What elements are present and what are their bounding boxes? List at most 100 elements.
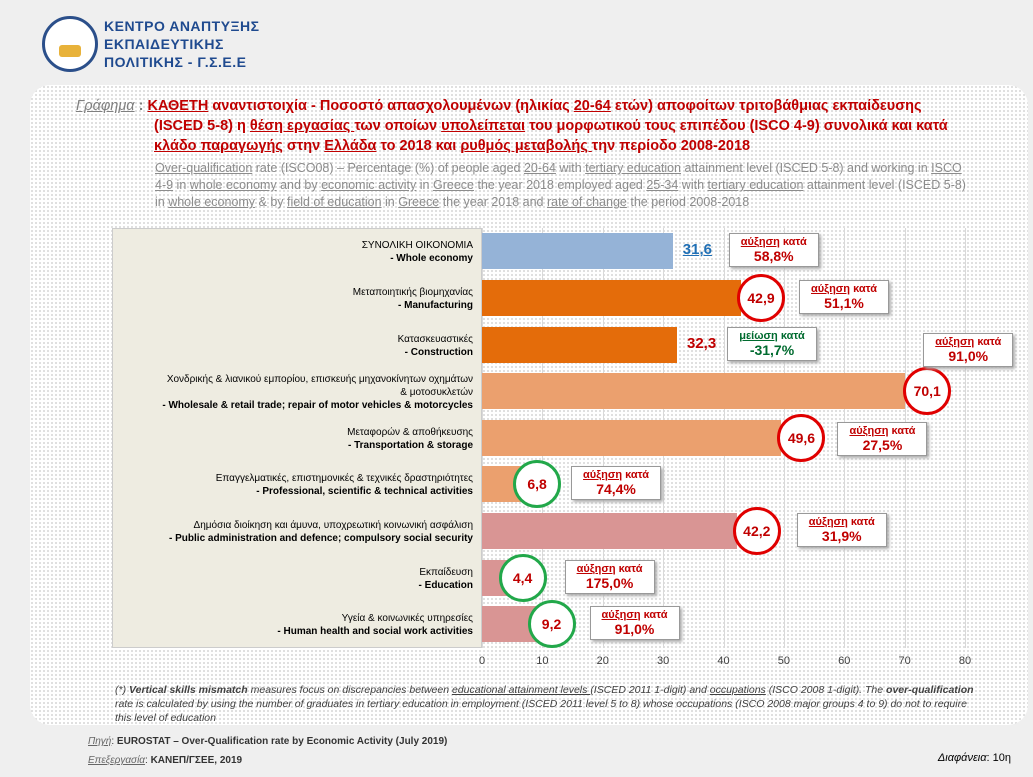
change-direction: αύξηση κατά bbox=[572, 563, 648, 575]
change-by: κατά bbox=[853, 282, 877, 295]
change-box: αύξηση κατά 31,9% bbox=[796, 512, 887, 547]
change-word: αύξηση bbox=[935, 336, 975, 349]
x-tick-label: 40 bbox=[717, 655, 730, 667]
value-circle: 9,2 bbox=[527, 600, 576, 649]
change-word: αύξηση bbox=[583, 469, 623, 482]
change-direction: αύξηση κατά bbox=[804, 516, 880, 528]
slide-number: Διαφάνεια: 10η bbox=[937, 752, 1011, 764]
change-value: 58,8% bbox=[753, 248, 794, 265]
change-word: μείωση bbox=[739, 329, 778, 342]
category-label-line: Επαγγελματικές, επιστημονικές & τεχνικές… bbox=[215, 473, 473, 485]
category-label: ΣΥΝΟΛΙΚΗ ΟΙΚΟΝΟΜΙΑ - Whole economy bbox=[113, 239, 473, 265]
change-box: αύξηση κατά 27,5% bbox=[837, 421, 928, 456]
category-label-line: Μεταφορών & αποθήκευσης bbox=[347, 426, 473, 438]
value-circle: 6,8 bbox=[513, 460, 562, 509]
change-value: 91,0% bbox=[948, 348, 989, 365]
change-by: κατά bbox=[618, 562, 643, 575]
change-word: αύξηση bbox=[601, 609, 641, 622]
bar bbox=[482, 326, 677, 363]
category-label-line: - Whole economy bbox=[390, 253, 473, 265]
change-value: 74,4% bbox=[596, 481, 636, 498]
category-label-line: Δημόσια διοίκηση και άμυνα, υποχρεωτική … bbox=[193, 519, 473, 531]
category-label-line: ΣΥΝΟΛΙΚΗ ΟΙΚΟΝΟΜΙΑ bbox=[361, 240, 473, 252]
change-direction: αύξηση κατά bbox=[844, 425, 920, 437]
category-label-line: - Construction bbox=[404, 346, 473, 358]
change-direction: αύξηση κατά bbox=[930, 336, 1006, 348]
seal-icon bbox=[42, 16, 98, 72]
category-label-line: Χονδρικής & λιανικού εμπορίου, επισκευής… bbox=[166, 373, 473, 385]
category-label-line: Υγεία & κοινωνικές υπηρεσίες bbox=[341, 613, 473, 625]
footnote: (*) Vertical skills mismatch measures fo… bbox=[115, 684, 974, 724]
change-box: μείωση κατά -31,7% bbox=[727, 326, 817, 361]
value-circle: 49,6 bbox=[777, 413, 826, 462]
logo-line: ΚΕΝΤΡΟ ΑΝΑΠΤΥΞΗΣ bbox=[104, 18, 260, 34]
category-label-line: - Wholesale & retail trade; repair of mo… bbox=[162, 399, 473, 411]
category-label: Εκπαίδευση - Education bbox=[113, 566, 473, 592]
change-by: κατά bbox=[850, 515, 875, 528]
category-label: Υγεία & κοινωνικές υπηρεσίες - Human heal… bbox=[113, 612, 473, 638]
category-label-line: - Manufacturing bbox=[398, 299, 473, 311]
category-label: Μεταφορών & αποθήκευσης - Transportation … bbox=[113, 426, 473, 452]
value-circle: 42,9 bbox=[737, 273, 785, 322]
category-label-line: Κατασκευαστικές bbox=[397, 333, 473, 345]
change-by: κατά bbox=[891, 424, 916, 437]
change-value: 31,9% bbox=[821, 527, 862, 544]
change-word: αύξηση bbox=[811, 282, 851, 295]
data-label: 32,3 bbox=[687, 334, 717, 352]
data-label: 6,8 bbox=[527, 476, 547, 493]
x-tick-label: 80 bbox=[958, 655, 972, 667]
change-box: αύξηση κατά 74,4% bbox=[571, 466, 662, 501]
x-tick-label: 60 bbox=[838, 655, 851, 667]
x-tick-label: 30 bbox=[657, 655, 670, 667]
category-label: Επαγγελματικές, επιστημονικές & τεχνικές… bbox=[113, 472, 473, 498]
change-box: αύξηση κατά 91,0% bbox=[589, 606, 680, 641]
category-label-line: - Human health and social work activitie… bbox=[277, 626, 473, 638]
change-box: αύξηση κατά 91,0% bbox=[923, 333, 1014, 368]
change-direction: αύξηση κατά bbox=[578, 469, 654, 481]
category-label-line: & μοτοσυκλετών bbox=[400, 386, 473, 398]
category-labels: ΣΥΝΟΛΙΚΗ ΟΙΚΟΝΟΜΙΑ - Whole economy Μεταποι… bbox=[112, 228, 482, 648]
change-word: αύξηση bbox=[808, 515, 848, 528]
data-label: 42,2 bbox=[743, 522, 771, 539]
category-label-line: Εκπαίδευση bbox=[419, 566, 473, 578]
change-word: αύξηση bbox=[740, 236, 780, 249]
category-label: Χονδρικής & λιανικού εμπορίου, επισκευής… bbox=[113, 373, 473, 412]
change-value: -31,7% bbox=[749, 341, 795, 358]
data-label: 49,6 bbox=[787, 429, 816, 446]
bar bbox=[482, 373, 906, 410]
change-by: κατά bbox=[780, 329, 805, 342]
data-label: 9,2 bbox=[541, 616, 562, 633]
source: Πηγή: EUROSTAT – Over-Qualification rate… bbox=[88, 736, 448, 747]
change-value: 27,5% bbox=[862, 436, 903, 453]
chart-subtitle: Over-qualification rate (ISCO08) – Perce… bbox=[155, 161, 966, 209]
category-label: Κατασκευαστικές - Construction bbox=[113, 333, 473, 359]
change-direction: μείωση κατά bbox=[734, 330, 810, 342]
bar bbox=[482, 233, 673, 270]
category-label: Μεταποιητικής βιομηχανίας - Manufacturing bbox=[113, 286, 473, 312]
change-box: αύξηση κατά 58,8% bbox=[728, 233, 819, 268]
logo-line: ΕΚΠΑΙΔΕΥΤΙΚΗΣ bbox=[104, 36, 224, 52]
change-direction: αύξηση κατά bbox=[597, 609, 673, 621]
x-tick-label: 0 bbox=[478, 655, 486, 667]
change-by: κατά bbox=[977, 336, 1002, 349]
category-label: Δημόσια διοίκηση και άμυνα, υποχρεωτική … bbox=[113, 519, 473, 545]
change-direction: αύξηση κατά bbox=[736, 236, 812, 248]
change-box: αύξηση κατά 175,0% bbox=[564, 559, 655, 594]
gridline bbox=[965, 228, 966, 648]
category-label-line: - Professional, scientific & technical a… bbox=[256, 486, 473, 498]
category-label-line: - Transportation & storage bbox=[347, 439, 473, 451]
processing: Επεξεργασία: ΚΑΝΕΠ/ΓΣΕΕ, 2019 bbox=[88, 755, 243, 766]
logo-line: ΠΟΛΙΤΙΚΗΣ - Γ.Σ.Ε.Ε bbox=[104, 54, 247, 70]
change-value: 91,0% bbox=[614, 621, 655, 638]
change-direction: αύξηση κατά bbox=[806, 283, 882, 295]
category-label-line: - Education bbox=[418, 579, 473, 591]
x-tick-label: 20 bbox=[596, 655, 609, 667]
data-label: 31,6 bbox=[682, 241, 712, 259]
change-by: κατά bbox=[625, 469, 650, 482]
bar bbox=[482, 419, 782, 456]
change-value: 51,1% bbox=[824, 294, 864, 311]
value-circle: 4,4 bbox=[498, 553, 547, 602]
chart-title: Γράφημα : ΚΑΘΕΤΗ αναντιστοιχία - Ποσοστό… bbox=[76, 98, 948, 154]
change-value: 175,0% bbox=[585, 574, 634, 591]
bar bbox=[482, 512, 737, 549]
